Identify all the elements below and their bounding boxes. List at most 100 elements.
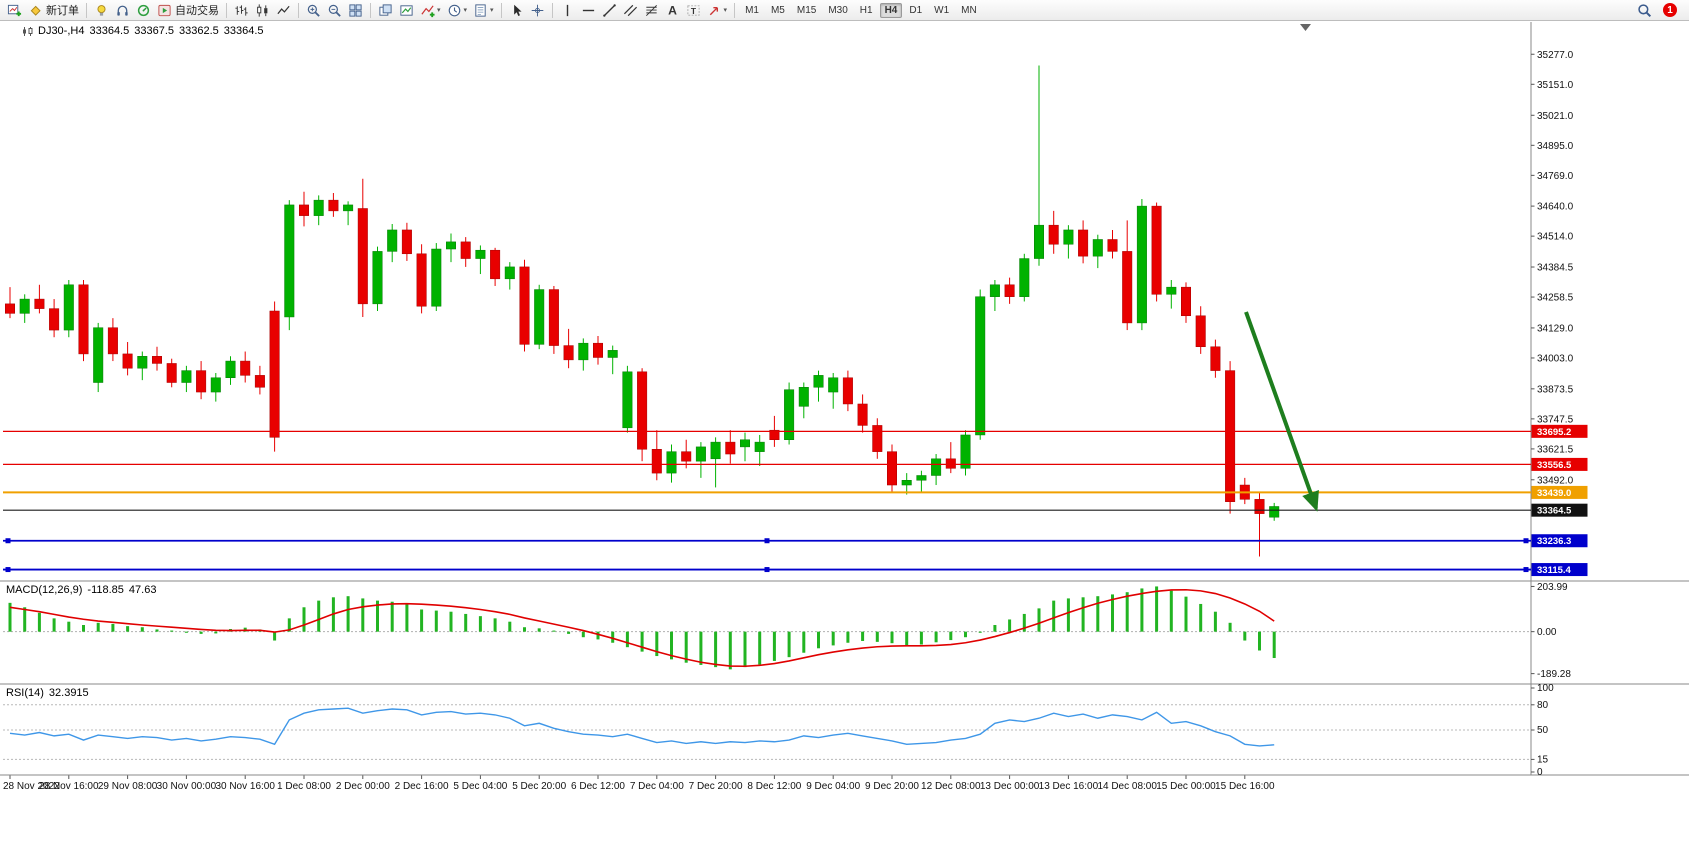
horizontal-line-button[interactable] <box>578 0 599 21</box>
price-tag-label: 33556.5 <box>1537 460 1572 471</box>
new-order-button[interactable]: 新订单 <box>25 0 82 21</box>
time-label: 9 Dec 20:00 <box>865 781 919 792</box>
cursor-button[interactable] <box>506 0 527 21</box>
new-order-icon <box>28 3 43 18</box>
macd-histogram-bar <box>317 600 321 632</box>
price-tag <box>1531 503 1588 517</box>
macd-histogram-bar <box>82 625 85 632</box>
cascade-windows-button[interactable] <box>375 0 396 21</box>
timeframe-m1[interactable]: M1 <box>745 4 759 16</box>
candle-body <box>254 375 265 388</box>
crosshair-button[interactable] <box>527 0 548 21</box>
candle-body <box>357 208 368 305</box>
macd-histogram-bar <box>1155 586 1159 632</box>
price-tick-label: 34258.5 <box>1537 293 1574 304</box>
price-tick-label: 34895.0 <box>1537 141 1574 152</box>
chart-shift-marker[interactable] <box>1300 24 1311 31</box>
macd-histogram-bar <box>1008 619 1012 632</box>
search-button[interactable] <box>1634 0 1655 21</box>
line-chart-button[interactable] <box>273 0 294 21</box>
indicators-icon <box>420 3 435 18</box>
macd-histogram-bar <box>67 621 71 632</box>
price-tick-label: 33873.5 <box>1537 384 1574 395</box>
macd-histogram-bar <box>611 631 615 643</box>
periods-button[interactable]: ▾ <box>444 0 471 21</box>
templates-button[interactable]: ▾ <box>470 0 497 21</box>
price-tick-label: 34514.0 <box>1537 232 1574 243</box>
text-button[interactable]: A <box>662 0 683 21</box>
price-tick-label: 35151.0 <box>1537 80 1574 91</box>
time-label: 14 Dec 08:00 <box>1097 781 1157 792</box>
price-tick-label: 34129.0 <box>1537 323 1574 334</box>
bar-chart-button[interactable] <box>231 0 252 21</box>
candle-body <box>122 353 133 369</box>
macd-histogram-bar <box>684 631 688 663</box>
candle-body <box>181 370 192 383</box>
candle-body <box>754 441 765 452</box>
toolbar-separator <box>370 2 371 18</box>
autotrading-icon <box>157 3 172 18</box>
arrows-button[interactable]: ▾ <box>704 0 731 21</box>
trendline-button[interactable] <box>599 0 620 21</box>
timeframe-h4[interactable]: H4 <box>879 2 903 18</box>
macd-histogram-bar <box>1243 631 1247 641</box>
toolbar-right: 1 <box>1634 0 1685 21</box>
candle-body <box>1107 239 1118 252</box>
strategy-tester-button[interactable] <box>133 0 154 21</box>
line-handle[interactable] <box>5 538 11 544</box>
candle-body <box>196 370 207 393</box>
new-chart-button[interactable] <box>4 0 25 21</box>
notification-badge[interactable]: 1 <box>1663 3 1677 17</box>
search-icon <box>1637 3 1652 18</box>
macd-histogram-bar <box>978 631 982 633</box>
market-watch-button[interactable] <box>112 0 133 21</box>
text-label-button[interactable]: T <box>683 0 704 21</box>
price-tick-label: 33621.5 <box>1537 444 1574 455</box>
timeframe-h1[interactable]: H1 <box>859 4 873 16</box>
toolbar-separator <box>551 2 553 18</box>
vertical-line-button[interactable] <box>557 0 578 21</box>
price-tick-label: 34769.0 <box>1537 171 1574 182</box>
line-handle[interactable] <box>764 538 770 544</box>
line-handle[interactable] <box>1523 567 1529 573</box>
timeframe-m5[interactable]: M5 <box>770 4 785 16</box>
line-handle[interactable] <box>5 567 11 573</box>
candle-body <box>1092 239 1103 257</box>
zoom-out-button[interactable] <box>324 0 345 21</box>
macd-histogram-bar <box>1081 597 1085 632</box>
macd-histogram-bar <box>905 631 909 646</box>
text-label-icon: T <box>686 3 701 18</box>
candle-body <box>152 356 162 364</box>
tile-windows-button[interactable] <box>345 0 366 21</box>
macd-histogram-bar <box>655 631 659 657</box>
rsi-axis-label: 15 <box>1537 754 1549 765</box>
trend-arrow[interactable] <box>1244 311 1319 512</box>
macd-histogram-bar <box>23 607 27 632</box>
macd-histogram-bar <box>772 631 776 661</box>
chart-window-button[interactable] <box>396 0 417 21</box>
time-label: 15 Dec 00:00 <box>1156 781 1216 792</box>
macd-histogram-bar <box>434 610 438 632</box>
macd-histogram-bar <box>1228 622 1232 632</box>
candle-body <box>299 204 309 216</box>
macd-histogram-bar <box>96 622 100 632</box>
timeframe-w1[interactable]: W1 <box>934 4 950 16</box>
timeframe-m15[interactable]: M15 <box>796 4 817 16</box>
equidistant-channel-button[interactable] <box>620 0 641 21</box>
timeframe-m30[interactable]: M30 <box>828 4 848 16</box>
line-handle[interactable] <box>1523 538 1529 544</box>
autotrading-button[interactable]: 自动交易 <box>154 0 222 21</box>
indicators-button[interactable]: ▾ <box>417 0 444 21</box>
line-handle[interactable] <box>764 567 770 573</box>
zoom-in-icon <box>306 3 321 18</box>
timeframe-d1[interactable]: D1 <box>909 4 923 16</box>
candle-body <box>519 266 530 345</box>
price-tag-label: 33364.5 <box>1537 506 1572 517</box>
zoom-in-button[interactable] <box>303 0 324 21</box>
timeframe-mn[interactable]: MN <box>961 4 977 16</box>
fibonacci-button[interactable] <box>641 0 662 21</box>
metaeditor-button[interactable] <box>91 0 112 21</box>
candle-body <box>328 199 339 212</box>
candlestick-button[interactable] <box>252 0 273 21</box>
